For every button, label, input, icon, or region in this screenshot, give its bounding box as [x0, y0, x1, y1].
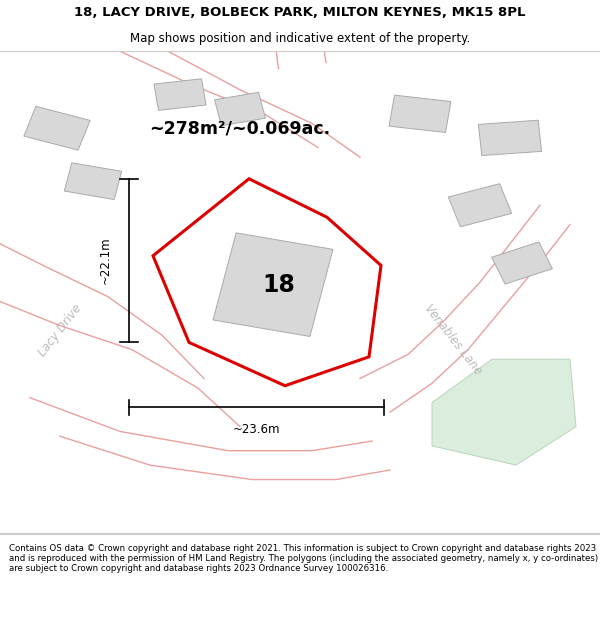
Text: 18: 18: [263, 272, 295, 297]
Polygon shape: [491, 242, 553, 284]
Text: Contains OS data © Crown copyright and database right 2021. This information is : Contains OS data © Crown copyright and d…: [9, 544, 598, 573]
Polygon shape: [213, 233, 333, 336]
Polygon shape: [154, 79, 206, 111]
Text: ~22.1m: ~22.1m: [98, 237, 112, 284]
Text: Venables Lane: Venables Lane: [422, 302, 484, 378]
Text: Lacy Drive: Lacy Drive: [35, 302, 85, 359]
Polygon shape: [389, 95, 451, 132]
Polygon shape: [448, 184, 512, 227]
Text: 18, LACY DRIVE, BOLBECK PARK, MILTON KEYNES, MK15 8PL: 18, LACY DRIVE, BOLBECK PARK, MILTON KEY…: [74, 6, 526, 19]
Text: ~278m²/~0.069ac.: ~278m²/~0.069ac.: [149, 119, 331, 138]
Polygon shape: [24, 106, 90, 150]
Text: Map shows position and indicative extent of the property.: Map shows position and indicative extent…: [130, 32, 470, 45]
Polygon shape: [432, 359, 576, 465]
Text: ~23.6m: ~23.6m: [233, 422, 280, 436]
Polygon shape: [215, 92, 265, 126]
Polygon shape: [64, 163, 122, 199]
Polygon shape: [478, 120, 542, 156]
